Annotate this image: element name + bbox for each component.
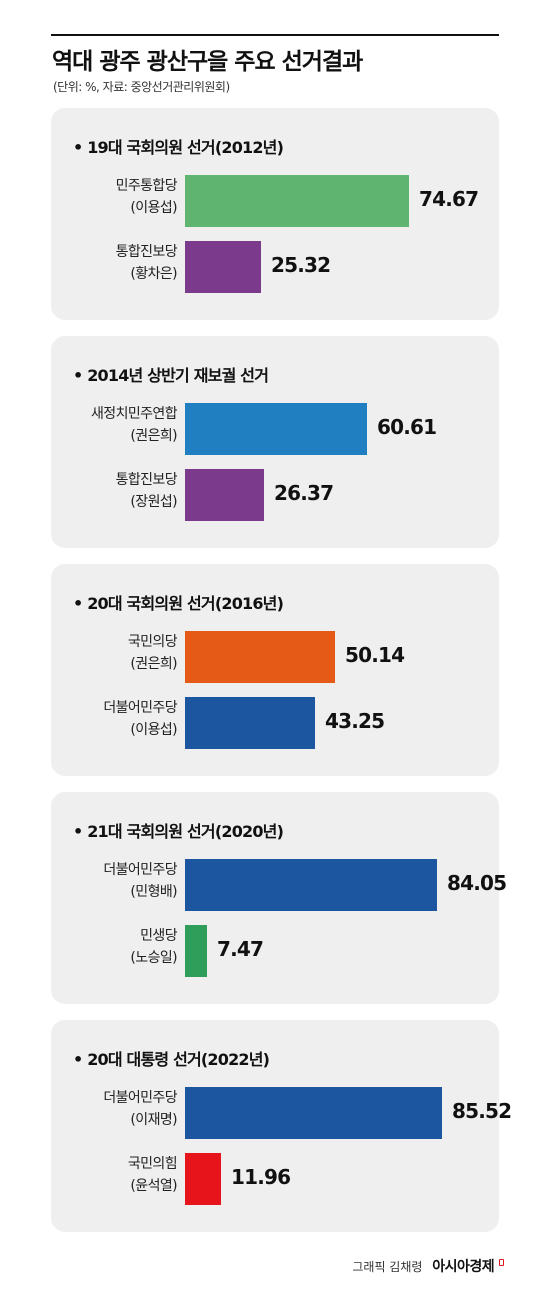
brand-logo: 아시아경제 <box>432 1259 495 1275</box>
party-name: 통합진보당 <box>115 472 178 488</box>
brand-mark-icon <box>499 1259 504 1266</box>
bar <box>185 631 335 683</box>
category-label: 새정치민주연합 (권은희) <box>27 403 178 447</box>
candidate-name: (권은희) <box>130 428 177 444</box>
election-panel: • 20대 국회의원 선거(2016년) 국민의당 (권은희) 50.14 더불어민주당… <box>51 564 499 776</box>
bar-row: 통합진보당 (황차은) 25.32 <box>51 241 499 293</box>
value-label: 7.47 <box>217 937 264 961</box>
bar-row: 더불어민주당 (이용섭) 43.25 <box>51 697 499 749</box>
party-name: 국민의당 <box>127 634 178 650</box>
candidate-name: (이용섭) <box>130 722 177 738</box>
party-name: 국민의힘 <box>127 1156 178 1172</box>
bar-row: 민생당 (노승일) 7.47 <box>51 925 499 977</box>
chart-subtitle: (단위: %, 자료: 중앙선거관리위원회) <box>53 80 230 94</box>
candidate-name: (권은희) <box>130 656 177 672</box>
bar-row: 국민의힘 (윤석열) 11.96 <box>51 1153 499 1205</box>
candidate-name: (윤석열) <box>130 1178 177 1194</box>
party-name: 민생당 <box>140 928 177 944</box>
party-name: 더불어민주당 <box>103 1090 177 1106</box>
bar-row: 통합진보당 (장원섭) 26.37 <box>51 469 499 521</box>
panel-title: • 21대 국회의원 선거(2020년) <box>73 822 284 841</box>
bar <box>185 697 315 749</box>
bar-row: 국민의당 (권은희) 50.14 <box>51 631 499 683</box>
panel-title: • 20대 대통령 선거(2022년) <box>73 1050 270 1069</box>
chart-title: 역대 광주 광산구을 주요 선거결과 <box>52 49 363 75</box>
panel-title: • 19대 국회의원 선거(2012년) <box>73 138 284 157</box>
candidate-name: (이재명) <box>130 1112 177 1128</box>
panel-title: • 2014년 상반기 재보궐 선거 <box>73 366 269 385</box>
bar <box>185 403 367 455</box>
category-label: 민주통합당 (이용섭) <box>27 175 178 219</box>
category-label: 통합진보당 (장원섭) <box>27 469 178 513</box>
value-label: 60.61 <box>377 415 437 439</box>
value-label: 43.25 <box>325 709 385 733</box>
credit-line: 그래픽 김채령 아시아경제 <box>352 1256 504 1276</box>
candidate-name: (노승일) <box>130 950 177 966</box>
value-label: 84.05 <box>447 871 507 895</box>
category-label: 국민의힘 (윤석열) <box>27 1153 178 1197</box>
top-rule <box>51 34 499 36</box>
bar <box>185 469 264 521</box>
value-label: 50.14 <box>345 643 405 667</box>
value-label: 11.96 <box>231 1165 291 1189</box>
bar-row: 더불어민주당 (민형배) 84.05 <box>51 859 507 911</box>
party-name: 더불어민주당 <box>103 862 177 878</box>
bar-row: 더불어민주당 (이재명) 85.52 <box>51 1087 512 1139</box>
bar <box>185 859 437 911</box>
panel-title: • 20대 국회의원 선거(2016년) <box>73 594 284 613</box>
value-label: 26.37 <box>274 481 334 505</box>
candidate-name: (민형배) <box>130 884 177 900</box>
party-name: 통합진보당 <box>115 244 178 260</box>
category-label: 더불어민주당 (이재명) <box>27 1087 177 1131</box>
category-label: 민생당 (노승일) <box>27 925 177 969</box>
graphic-credit: 그래픽 김채령 <box>352 1260 423 1274</box>
value-label: 74.67 <box>419 187 479 211</box>
election-panel: • 21대 국회의원 선거(2020년) 더불어민주당 (민형배) 84.05 민생당 (… <box>51 792 507 1004</box>
category-label: 더불어민주당 (이용섭) <box>27 697 177 741</box>
category-label: 국민의당 (권은희) <box>27 631 178 675</box>
bar <box>185 1153 221 1205</box>
candidate-name: (황차은) <box>130 266 177 282</box>
bar-row: 민주통합당 (이용섭) 74.67 <box>51 175 499 227</box>
candidate-name: (이용섭) <box>130 200 177 216</box>
bar <box>185 241 261 293</box>
bar-row: 새정치민주연합 (권은희) 60.61 <box>51 403 499 455</box>
party-name: 더불어민주당 <box>103 700 177 716</box>
value-label: 25.32 <box>271 253 331 277</box>
election-panel: • 20대 대통령 선거(2022년) 더불어민주당 (이재명) 85.52 국민의힘 (… <box>51 1020 512 1232</box>
category-label: 통합진보당 (황차은) <box>27 241 178 285</box>
candidate-name: (장원섭) <box>130 494 177 510</box>
bar <box>185 175 409 227</box>
bar <box>185 1087 442 1139</box>
category-label: 더불어민주당 (민형배) <box>27 859 177 903</box>
bar <box>185 925 207 977</box>
party-name: 민주통합당 <box>115 178 178 194</box>
party-name: 새정치민주연합 <box>91 406 178 422</box>
value-label: 85.52 <box>452 1099 512 1123</box>
election-panel: • 19대 국회의원 선거(2012년) 민주통합당 (이용섭) 74.67 통합진보당… <box>51 108 499 320</box>
